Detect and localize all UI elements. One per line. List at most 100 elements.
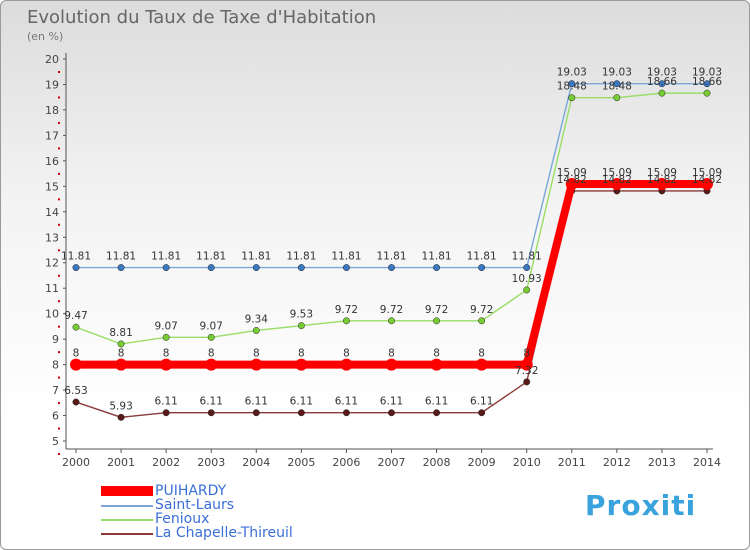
data-point — [162, 333, 170, 341]
data-label: 15.09 — [602, 167, 632, 179]
data-point — [207, 333, 215, 341]
legend-label: PUIHARDY — [155, 483, 227, 499]
data-label: 11.81 — [376, 251, 406, 263]
y-tick-label: 11 — [45, 282, 59, 295]
y-minor-mark — [58, 453, 60, 455]
y-minor-mark — [58, 96, 60, 99]
data-label: 8 — [118, 348, 125, 360]
data-label: 9.72 — [335, 304, 358, 316]
data-point — [523, 378, 531, 386]
data-point — [252, 327, 260, 334]
y-tick-label: 18 — [45, 104, 59, 117]
x-tick-label: 2005 — [287, 456, 315, 469]
data-point — [297, 264, 305, 272]
data-label: 19.03 — [692, 67, 722, 79]
data-point — [568, 94, 576, 102]
legend-item-la-chapelle-thireuil: La Chapelle-Thireuil — [101, 525, 361, 541]
data-point — [613, 94, 621, 102]
data-label: 15.09 — [557, 167, 587, 179]
data-point — [478, 264, 486, 272]
legend-item-saint-laurs: Saint-Laurs — [101, 497, 361, 513]
data-point — [703, 89, 711, 97]
data-label: 9.72 — [380, 304, 403, 316]
data-point — [433, 409, 441, 417]
legend-swatch — [101, 533, 153, 535]
x-tick-label: 2008 — [423, 456, 451, 469]
y-tick-label: 8 — [52, 359, 59, 372]
legend-label: Saint-Laurs — [155, 497, 235, 513]
data-point — [207, 409, 215, 417]
x-tick-label: 2014 — [693, 456, 721, 469]
data-label: 15.09 — [692, 167, 722, 179]
data-point — [658, 80, 666, 88]
data-point — [478, 317, 486, 325]
x-tick-label: 2009 — [468, 456, 496, 469]
y-minor-mark — [58, 325, 60, 328]
data-label: 6.11 — [425, 396, 448, 408]
y-minor-mark — [58, 249, 60, 252]
data-point — [388, 317, 395, 325]
legend-label: Fenioux — [155, 511, 210, 527]
x-tick-label: 2012 — [603, 456, 631, 469]
data-label: 18.48 — [557, 81, 587, 93]
data-point — [205, 358, 218, 371]
data-label: 6.11 — [380, 396, 403, 408]
data-point — [655, 178, 668, 191]
data-label: 8 — [478, 348, 485, 360]
data-point — [565, 178, 578, 191]
data-label: 11.81 — [286, 251, 316, 263]
y-minor-mark — [58, 376, 60, 379]
x-tick-label: 2013 — [648, 456, 676, 469]
y-tick-label: 10 — [45, 308, 59, 321]
data-label: 6.11 — [245, 396, 268, 408]
data-label: 9.34 — [245, 313, 269, 325]
data-label: 8 — [163, 348, 170, 360]
y-tick-label: 13 — [45, 231, 59, 244]
data-label: 9.72 — [470, 304, 493, 316]
y-minor-mark — [58, 427, 60, 430]
data-label: 6.53 — [64, 385, 87, 397]
data-point — [252, 409, 260, 417]
data-point — [252, 264, 260, 272]
x-tick-label: 2010 — [513, 456, 541, 469]
y-minor-mark — [58, 71, 60, 73]
chart-title: Evolution du Taux de Taxe d'Habitation — [27, 7, 377, 28]
data-point — [613, 80, 621, 88]
data-point — [297, 409, 305, 417]
y-tick-label: 9 — [52, 333, 59, 346]
data-point — [701, 178, 713, 191]
data-label: 8 — [343, 348, 350, 360]
data-label: 7.32 — [515, 365, 538, 377]
unit-label: (en %) — [27, 30, 64, 43]
data-point — [520, 358, 533, 371]
data-point — [475, 358, 488, 371]
data-point — [433, 264, 441, 272]
x-tick-label: 2006 — [332, 456, 360, 469]
data-point — [207, 264, 215, 272]
y-tick-label: 12 — [45, 257, 59, 270]
data-point — [160, 358, 173, 371]
data-point — [658, 89, 666, 97]
data-label: 11.81 — [512, 251, 542, 263]
data-label: 8 — [298, 348, 305, 360]
y-minor-mark — [58, 300, 60, 303]
brand-logo: Proxiti — [585, 489, 697, 522]
data-label: 9.07 — [154, 320, 177, 332]
data-label: 11.81 — [467, 251, 497, 263]
y-minor-mark — [58, 147, 60, 150]
data-label: 8 — [73, 348, 80, 360]
y-tick-label: 19 — [45, 78, 59, 91]
y-tick-label: 5 — [52, 435, 59, 448]
data-point — [297, 322, 305, 330]
data-point — [72, 323, 80, 331]
legend: PUIHARDY Saint-Laurs Fenioux La Chapelle… — [101, 483, 361, 541]
data-label: 6.11 — [200, 396, 223, 408]
data-label: 11.81 — [61, 251, 91, 263]
data-label: 11.81 — [422, 251, 452, 263]
y-minor-mark — [58, 274, 60, 277]
data-label: 19.03 — [602, 67, 632, 79]
x-tick-label: 2000 — [62, 456, 90, 469]
data-label: 8 — [253, 348, 260, 360]
data-point — [117, 264, 125, 272]
